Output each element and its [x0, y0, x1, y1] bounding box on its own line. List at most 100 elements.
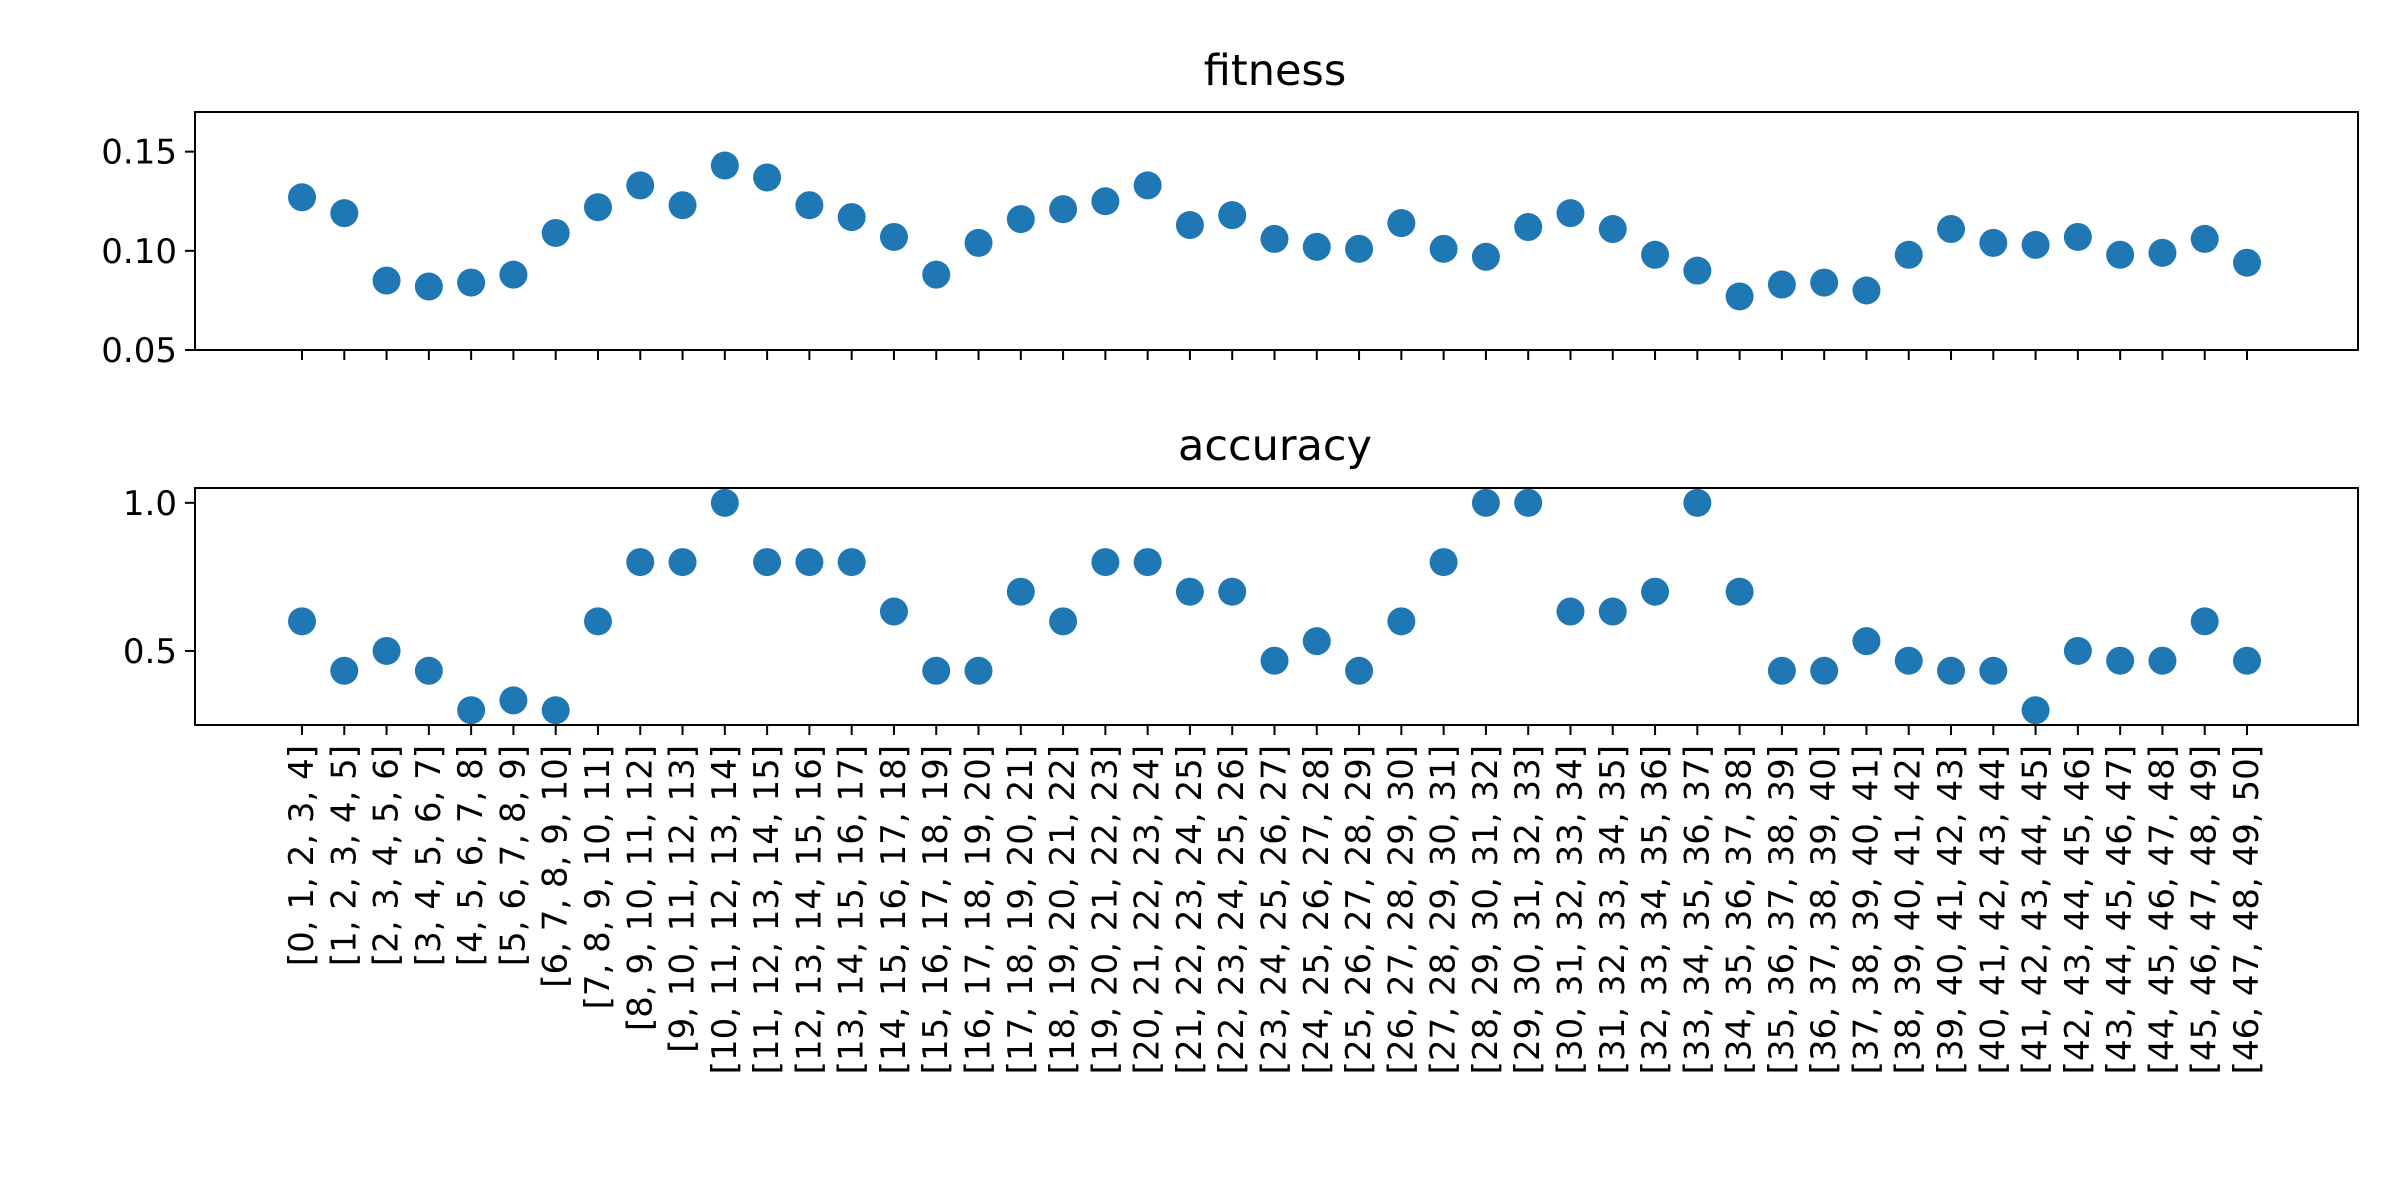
data-point [1133, 548, 1162, 577]
data-point [2148, 646, 2177, 675]
data-point [710, 488, 739, 517]
data-point [1387, 209, 1416, 238]
x-tick-label: [41, 42, 43, 44, 45] [2016, 745, 2056, 1074]
data-point [2148, 238, 2177, 267]
data-point [288, 607, 316, 636]
accuracy-title: accuracy [1178, 421, 1372, 471]
data-point [922, 656, 951, 685]
x-tick-label: [32, 33, 34, 35, 36] [1635, 745, 1675, 1074]
data-point [795, 191, 824, 220]
data-point [2063, 636, 2092, 665]
data-point [1767, 270, 1796, 299]
x-tick-label: [25, 26, 27, 28, 29] [1339, 745, 1379, 1074]
x-tick-label: [35, 36, 37, 38, 39] [1762, 745, 1802, 1074]
y-tick-label: 0.05 [101, 331, 177, 371]
x-tick-label: [44, 45, 46, 47, 48] [2142, 745, 2182, 1074]
data-point [1852, 276, 1881, 305]
data-point [879, 597, 908, 626]
x-tick-label: [24, 25, 26, 27, 28] [1297, 745, 1337, 1074]
data-point [457, 696, 486, 725]
data-point [1345, 656, 1374, 685]
data-point [1302, 627, 1331, 656]
data-point [879, 222, 908, 251]
x-tick-label: [16, 17, 18, 19, 20] [959, 745, 999, 1074]
x-tick-label: [21, 22, 23, 24, 25] [1170, 745, 1210, 1074]
data-point [1302, 232, 1331, 261]
data-point [1556, 199, 1585, 228]
data-point [753, 163, 782, 192]
x-tick-label: [22, 23, 24, 25, 26] [1212, 745, 1252, 1074]
data-point [1598, 597, 1627, 626]
data-point [1514, 213, 1543, 242]
data-point [457, 268, 486, 297]
x-tick-label: [45, 46, 47, 48, 49] [2185, 745, 2225, 1074]
x-tick-label: [10, 11, 12, 13, 14] [705, 745, 745, 1074]
data-point [710, 151, 739, 180]
x-tick-label: [42, 43, 44, 45, 46] [2058, 745, 2098, 1074]
x-tick-label: [43, 44, 45, 46, 47] [2100, 745, 2140, 1074]
data-point [414, 272, 443, 301]
data-point [1979, 656, 2008, 685]
data-point [2106, 646, 2135, 675]
data-point [1049, 195, 1078, 224]
x-tick-label: [34, 35, 36, 37, 38] [1720, 745, 1760, 1074]
data-point [1429, 548, 1458, 577]
fitness-panel: fitness 0.05 0.10 0.15 [101, 46, 2359, 371]
data-point [1810, 656, 1839, 685]
data-point [330, 199, 359, 228]
x-tick-label: [38, 39, 40, 41, 42] [1889, 745, 1929, 1074]
data-point [1218, 577, 1247, 606]
data-point [1175, 577, 1204, 606]
x-tick-label: [1, 2, 3, 4, 5] [324, 745, 364, 966]
data-point [372, 266, 401, 295]
data-point [2190, 224, 2219, 253]
x-tick-label: [7, 8, 9, 10, 11] [578, 745, 618, 1009]
fitness-title: fitness [1204, 46, 1346, 96]
data-point [1006, 205, 1035, 234]
x-tick-label: [28, 29, 30, 31, 32] [1466, 745, 1506, 1074]
data-point [2233, 646, 2261, 675]
data-point [499, 686, 528, 715]
x-tick-label: [26, 27, 28, 29, 30] [1381, 745, 1421, 1074]
axes-frame [194, 111, 2359, 351]
data-point [668, 548, 697, 577]
data-point [583, 607, 612, 636]
x-tick-label: [13, 14, 15, 16, 17] [832, 745, 872, 1074]
y-tick-label: 0.15 [101, 133, 177, 173]
data-point [1598, 215, 1627, 244]
data-point [1894, 240, 1923, 269]
data-point [1683, 488, 1712, 517]
data-point [2063, 222, 2092, 251]
x-tick-label: [5, 6, 7, 8, 9] [493, 745, 533, 966]
data-point [2233, 248, 2261, 277]
data-point [1218, 201, 1247, 230]
data-point [626, 548, 655, 577]
data-point [1260, 224, 1289, 253]
data-point [1006, 577, 1035, 606]
data-point [964, 656, 993, 685]
data-point [1641, 240, 1670, 269]
data-point [922, 260, 951, 289]
x-tick-label: [29, 30, 31, 32, 33] [1508, 745, 1548, 1074]
data-point [1091, 548, 1120, 577]
data-point [583, 193, 612, 222]
data-point [414, 656, 443, 685]
x-tick-label: [3, 4, 5, 6, 7] [409, 745, 449, 966]
y-tick-label: 0.10 [101, 232, 177, 272]
x-tick-label: [27, 28, 29, 30, 31] [1424, 745, 1464, 1074]
data-point [1767, 656, 1796, 685]
data-point [753, 548, 782, 577]
data-point [1175, 211, 1204, 240]
data-point [499, 260, 528, 289]
data-point [1725, 577, 1754, 606]
x-tick-label: [15, 16, 17, 18, 19] [916, 745, 956, 1074]
data-point [837, 203, 866, 232]
x-tick-label: [40, 41, 42, 43, 44] [1973, 745, 2013, 1074]
x-tick-label: [4, 5, 6, 7, 8] [451, 745, 491, 966]
data-point [1937, 215, 1966, 244]
x-tick-label: [39, 40, 41, 42, 43] [1931, 745, 1971, 1074]
data-point [1049, 607, 1078, 636]
x-tick-label: [0, 1, 2, 3, 4] [282, 745, 322, 966]
axes-frame [194, 487, 2359, 726]
data-point [288, 183, 316, 212]
